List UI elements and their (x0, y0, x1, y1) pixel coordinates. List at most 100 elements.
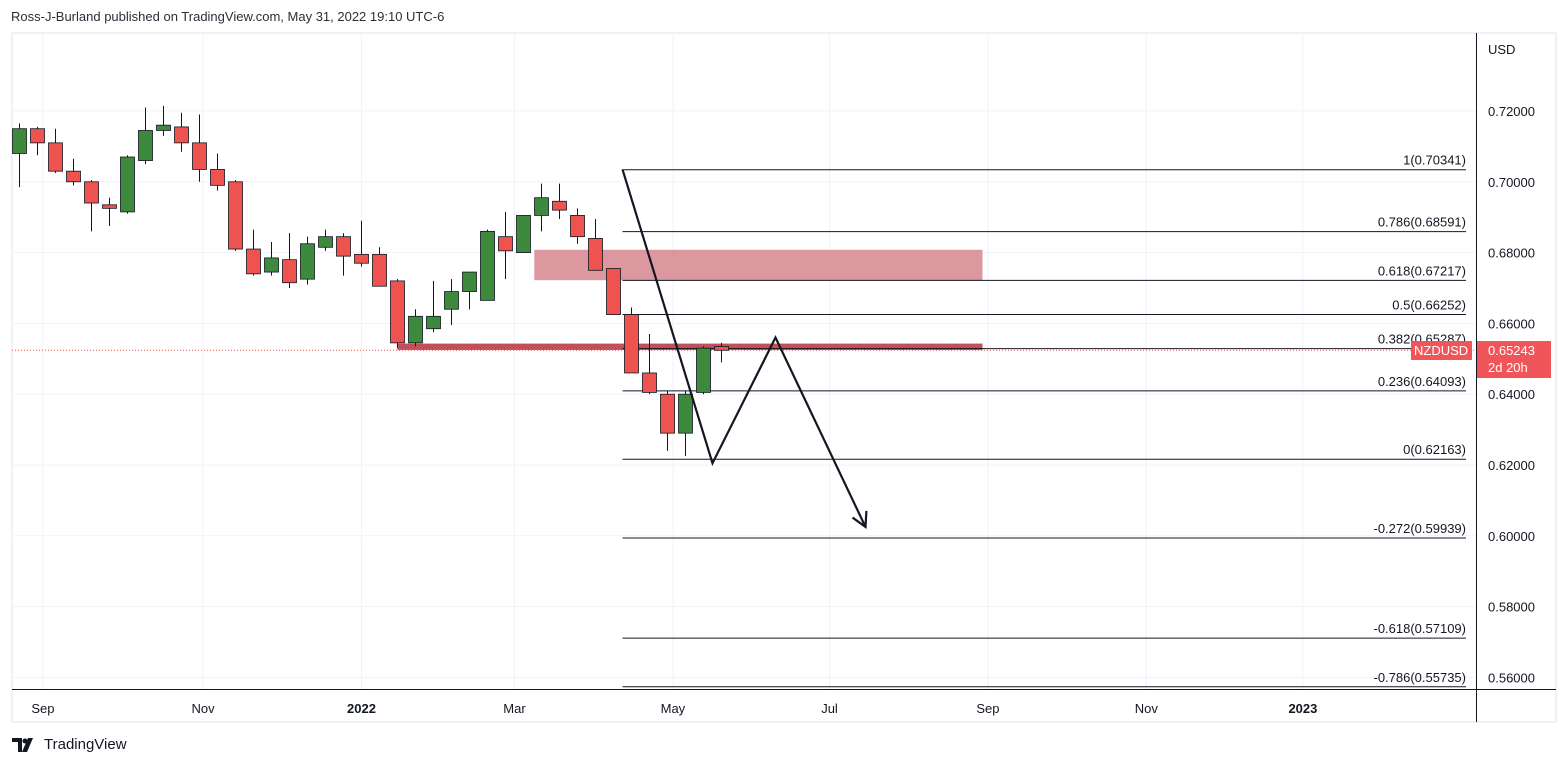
fib-level-label: 0.618(0.67217) (1378, 263, 1466, 278)
candle-body (210, 169, 225, 186)
arrow-head-icon (851, 510, 868, 530)
candle-body (480, 230, 495, 301)
tradingview-logo-icon (12, 737, 33, 752)
candle-body (516, 215, 531, 253)
candle[interactable] (498, 211, 513, 280)
candle[interactable] (192, 114, 207, 182)
x-tick-label: Sep (31, 701, 54, 716)
candle[interactable] (534, 183, 549, 232)
currency-label: USD (1488, 42, 1515, 57)
candle[interactable] (228, 180, 243, 251)
candle-body (714, 346, 729, 351)
candle-body (678, 393, 693, 434)
fib-level-label: -0.786(0.55735) (1373, 670, 1466, 685)
candle-body (552, 200, 567, 211)
candle-body (570, 215, 585, 238)
candle-body (498, 236, 513, 252)
y-tick-label: 0.66000 (1488, 316, 1535, 331)
candle-body (534, 197, 549, 216)
candle[interactable] (606, 268, 621, 315)
candle[interactable] (246, 229, 261, 276)
candle-body (372, 253, 387, 287)
candle-body (390, 280, 405, 344)
candle[interactable] (318, 229, 333, 251)
candle[interactable] (156, 105, 171, 136)
candle-body (588, 238, 603, 271)
candle-body (336, 236, 351, 257)
publication-header: Ross-J-Burland published on TradingView.… (11, 9, 445, 24)
x-tick-label: 2023 (1288, 701, 1317, 716)
x-tick-label: Sep (976, 701, 999, 716)
candle-body (606, 268, 621, 315)
y-tick-label: 0.68000 (1488, 246, 1535, 261)
candle[interactable] (408, 309, 423, 347)
candle-body (282, 259, 297, 284)
fib-level-label: 0(0.62163) (1403, 442, 1466, 457)
candle[interactable] (516, 215, 531, 253)
tradingview-brand: TradingView (44, 736, 127, 753)
candle[interactable] (624, 307, 639, 374)
candle[interactable] (678, 390, 693, 457)
candle[interactable] (696, 346, 711, 395)
candle[interactable] (444, 279, 459, 326)
candle[interactable] (300, 236, 315, 285)
candle[interactable] (66, 158, 81, 186)
projection-path (621, 169, 867, 528)
candle[interactable] (552, 183, 567, 219)
candle-body (228, 181, 243, 250)
candle[interactable] (138, 107, 153, 165)
candle[interactable] (84, 180, 99, 232)
last-price-tag: NZDUSD 0.65243 2d 20h (1411, 341, 1551, 378)
candle[interactable] (426, 280, 441, 333)
fib-level-label: 0.236(0.64093) (1378, 374, 1466, 389)
candle-body (102, 204, 117, 209)
candle-body (354, 253, 369, 264)
candle[interactable] (462, 271, 477, 310)
candle[interactable] (282, 233, 297, 288)
candle[interactable] (570, 208, 585, 244)
candle-body (696, 347, 711, 393)
candle-body (444, 291, 459, 310)
candle-body (12, 128, 27, 154)
y-tick-label: 0.64000 (1488, 387, 1535, 402)
fib-level-label: -0.272(0.59939) (1373, 521, 1466, 536)
candle[interactable] (174, 112, 189, 152)
candle-body (192, 142, 207, 170)
candle[interactable] (48, 128, 63, 173)
candle[interactable] (660, 390, 675, 451)
candle-body (30, 128, 45, 144)
candle[interactable] (12, 123, 27, 188)
candle-body (318, 236, 333, 248)
candle[interactable] (390, 279, 405, 349)
fib-level-label: 0.5(0.66252) (1392, 297, 1466, 312)
symbol-tag-background (1411, 341, 1472, 360)
candle[interactable] (336, 233, 351, 276)
candle-body (300, 243, 315, 280)
candle[interactable] (714, 342, 729, 363)
candle[interactable] (264, 241, 279, 276)
candle-body (84, 181, 99, 204)
candle[interactable] (30, 126, 45, 156)
candle[interactable] (354, 220, 369, 267)
candle[interactable] (210, 153, 225, 191)
candle-body (642, 372, 657, 393)
candle-body (408, 315, 423, 344)
symbol-tag: NZDUSD (1414, 343, 1468, 358)
y-tick-label: 0.62000 (1488, 458, 1535, 473)
candle[interactable] (372, 247, 387, 287)
candle[interactable] (480, 229, 495, 301)
candle[interactable] (102, 197, 117, 227)
x-tick-label: Nov (1135, 701, 1159, 716)
candle[interactable] (120, 155, 135, 214)
candle-body (264, 257, 279, 273)
candle[interactable] (642, 334, 657, 395)
x-tick-label: May (661, 701, 686, 716)
tradingview-footer[interactable]: TradingView (12, 736, 127, 753)
candle-body (246, 248, 261, 275)
candle-body (660, 393, 675, 434)
plot-area[interactable] (11, 32, 1557, 723)
y-tick-label: 0.56000 (1488, 670, 1535, 685)
candle[interactable] (588, 218, 603, 271)
y-tick-label: 0.60000 (1488, 529, 1535, 544)
